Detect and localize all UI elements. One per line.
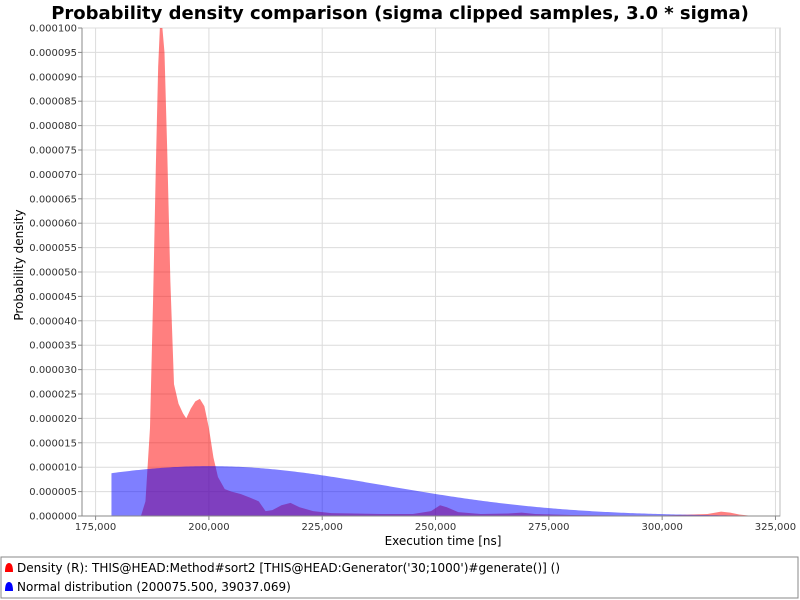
y-tick-label: 0.000035 xyxy=(29,341,77,352)
x-tick-label: 325,000 xyxy=(755,522,796,533)
x-tick-label: 300,000 xyxy=(641,522,682,533)
y-tick-label: 0.000060 xyxy=(29,219,77,230)
x-tick-label: 200,000 xyxy=(188,522,229,533)
y-tick-label: 0.000085 xyxy=(29,97,77,108)
y-tick-label: 0.000000 xyxy=(29,512,77,523)
x-tick-label: 225,000 xyxy=(302,522,343,533)
legend: Density (R): THIS@HEAD:Method#sort2 [THI… xyxy=(0,556,799,599)
x-tick-label: 275,000 xyxy=(528,522,569,533)
y-axis-label: Probability density xyxy=(12,209,26,320)
legend-marker-density xyxy=(5,563,13,572)
y-tick-label: 0.000030 xyxy=(29,365,77,376)
y-tick-label: 0.000055 xyxy=(29,243,77,254)
series-group xyxy=(111,28,753,516)
y-tick-label: 0.000050 xyxy=(29,268,77,279)
y-tick-label: 0.000020 xyxy=(29,414,77,425)
y-tick-label: 0.000045 xyxy=(29,292,77,303)
y-tick-label: 0.000005 xyxy=(29,487,77,498)
y-tick-label: 0.000075 xyxy=(29,146,77,157)
series-layer xyxy=(111,28,753,516)
y-tick-label: 0.000100 xyxy=(29,24,77,35)
axes: 0.000000 0.000005 0.000010 0.000015 0.000020… xyxy=(29,24,796,534)
y-tick-label: 0.000095 xyxy=(29,48,77,59)
y-tick-label: 0.000080 xyxy=(29,121,77,132)
x-tick-label: 250,000 xyxy=(415,522,456,533)
y-tick-label: 0.000015 xyxy=(29,438,77,449)
y-tick-label: 0.000010 xyxy=(29,463,77,474)
y-tick-label: 0.000090 xyxy=(29,72,77,83)
chart-title: Probability density comparison (sigma cl… xyxy=(51,3,749,24)
x-axis-label: Execution time [ns] xyxy=(385,534,502,548)
y-tick-label: 0.000040 xyxy=(29,316,77,327)
x-tick-label: 175,000 xyxy=(75,522,116,533)
y-tick-label: 0.000065 xyxy=(29,194,77,205)
y-tick-label: 0.000070 xyxy=(29,170,77,181)
legend-box xyxy=(0,556,799,599)
legend-marker-normal xyxy=(5,582,13,591)
series-area-normal xyxy=(111,466,753,516)
legend-entry-density: Density (R): THIS@HEAD:Method#sort2 [THI… xyxy=(17,561,560,575)
y-tick-label: 0.000025 xyxy=(29,390,77,401)
legend-entry-normal: Normal distribution (200075.500, 39037.0… xyxy=(17,580,291,594)
